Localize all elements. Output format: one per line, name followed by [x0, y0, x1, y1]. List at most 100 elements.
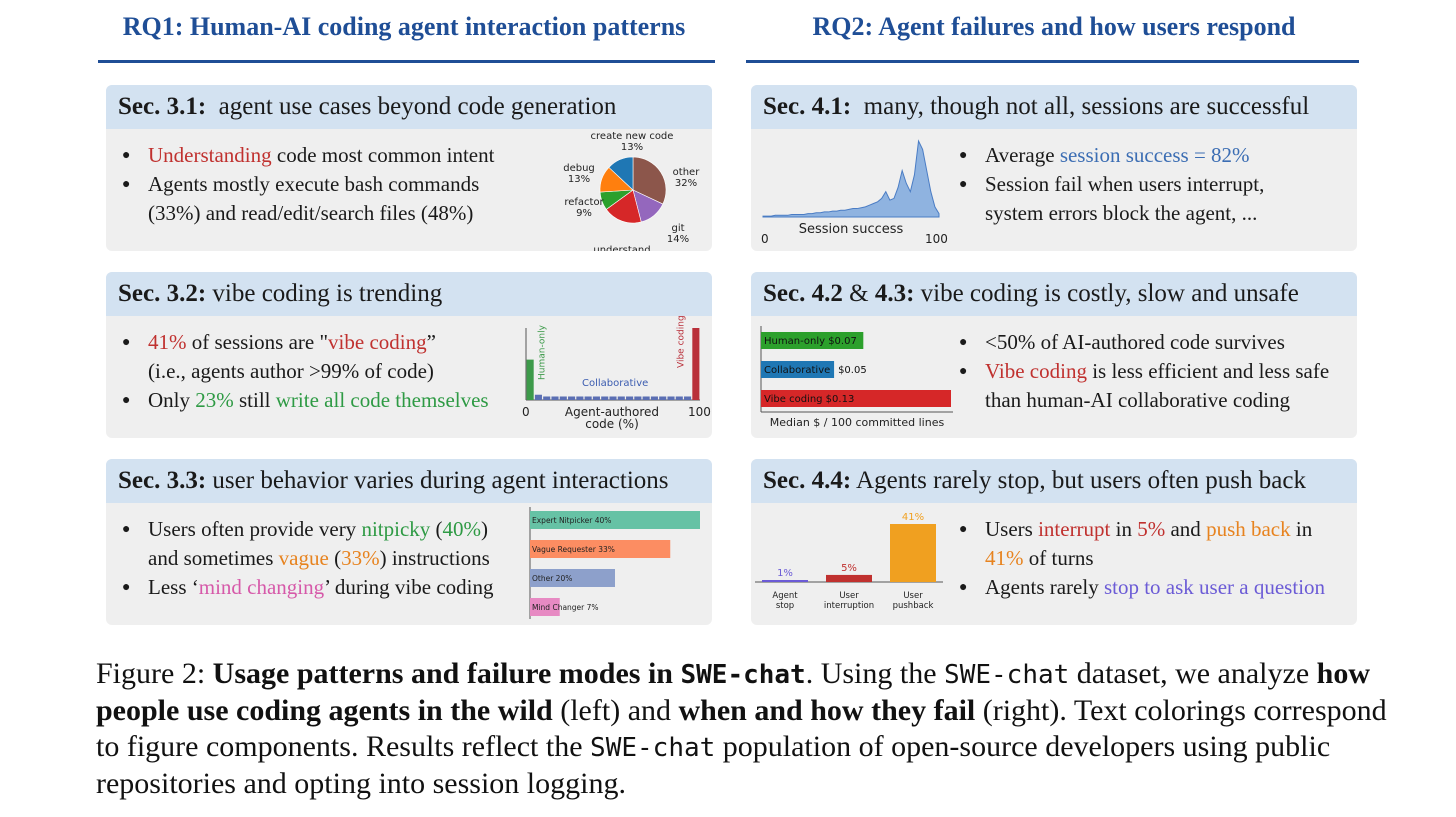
bullet-item: <50% of AI-authored code survives [959, 328, 1329, 357]
cost-bar-label: Human-only $0.07 [764, 336, 857, 347]
turn-bar-pct: 1% [777, 568, 793, 579]
hist-bar [659, 396, 667, 400]
cost-bar-value: $0.05 [838, 365, 867, 376]
bullet-continuation: system errors block the agent, ... [985, 201, 1258, 225]
rq1-title: RQ1: Human-AI coding agent interaction p… [122, 12, 686, 41]
behavior-bar-label: Mind Changer 7% [532, 603, 599, 612]
bullet-list: Users interrupt in 5% and push back in 4… [959, 515, 1325, 602]
figure-caption: Figure 2: Usage patterns and failure mod… [96, 657, 1387, 800]
rq1-rule [98, 60, 715, 63]
hist-label-human: Human-only [537, 324, 547, 380]
pie-pct: 14% [667, 234, 689, 245]
cost-bar [761, 332, 864, 349]
hist-bar [675, 396, 683, 400]
hist-bar [617, 396, 625, 400]
hist-bar [592, 396, 600, 400]
bullet-list: <50% of AI-authored code survives Vibe c… [959, 328, 1329, 415]
turn-bar-label-1: User [839, 591, 859, 601]
behavior-bar-label: Vague Requester 33% [532, 545, 615, 554]
x-max: 100 [925, 232, 948, 246]
x-label: Median $ / 100 committed lines [770, 416, 945, 429]
stop-pushback-bar-chart: 1%Agentstop5%Userinterruption41%Userpush… [755, 512, 943, 611]
behavior-bar [530, 540, 671, 558]
behavior-bar [530, 569, 615, 587]
bullet-item: Agents rarely stop to ask user a questio… [959, 573, 1325, 602]
panel-header: Sec. 3.3: user behavior varies during ag… [106, 459, 712, 503]
pie-pct: 32% [675, 178, 697, 189]
pie-pct: 13% [568, 174, 590, 185]
panel-sec-3-1: Sec. 3.1: agent use cases beyond code ge… [106, 85, 712, 251]
bullet-item: Understanding code most common intent [122, 141, 494, 170]
turn-bar [762, 580, 808, 582]
bullet-continuation: (33%) and read/edit/search files (48%) [148, 201, 474, 225]
panel-sec-4-1: Sec. 4.1: many, though not all, sessions… [751, 85, 1357, 251]
turn-bar-label-1: Agent [772, 591, 798, 601]
pie-label: debug [563, 163, 595, 174]
turn-bar-pct: 41% [902, 512, 924, 523]
bullet-item: Agents mostly execute bash commands [122, 170, 494, 199]
hist-bar [626, 396, 634, 400]
vibe-histogram: Human-only Collaborative Vibe coding 0 100 Ag… [522, 316, 711, 431]
user-behavior-bar-chart: Expert Nitpicker 40% Vague Requester 33% O… [529, 507, 700, 619]
cost-bar [761, 361, 835, 378]
bullet-item: Users interrupt in 5% and push back in [959, 515, 1325, 544]
intent-pie-chart: other32%git14%understand19%refactor9%deb… [563, 131, 701, 251]
panel-sec-4-2-4-3: Sec. 4.2 & 4.3: vibe coding is costly, s… [751, 272, 1357, 438]
hist-bar [576, 396, 584, 400]
pie-slice-create-new-code [608, 156, 634, 191]
bullet-item: Only 23% still write all code themselves [122, 386, 489, 415]
hist-label-vibe: Vibe coding [677, 316, 687, 368]
hist-bar [601, 396, 609, 400]
hist-bar [642, 396, 650, 400]
x-label: Session success [799, 222, 904, 237]
cost-bar-label: Collaborative [764, 365, 830, 376]
panel-header: Sec. 4.4: Agents rarely stop, but users … [751, 459, 1357, 503]
behavior-bar-label: Other 20% [532, 574, 572, 583]
panel-sec-4-4: Sec. 4.4: Agents rarely stop, but users … [751, 459, 1357, 625]
pie-label: other [673, 167, 701, 178]
density-area [762, 139, 940, 218]
bullet-continuation: (i.e., agents author >99% of code) [148, 359, 434, 383]
pie-slice-understand [605, 189, 642, 224]
panel-header: Sec. 4.1: many, though not all, sessions… [751, 85, 1357, 129]
hist-bar [534, 394, 542, 400]
bullet-list: Users often provide very nitpicky (40%) … [122, 515, 493, 602]
hist-bar [526, 359, 534, 400]
pie-slice-other [632, 156, 667, 205]
bullet-item: Average session success = 82% [959, 141, 1264, 170]
x-min: 0 [522, 405, 530, 419]
hist-bar [667, 396, 675, 400]
behavior-bar [530, 598, 560, 616]
bullet-list: Average session success = 82% Session fa… [959, 141, 1264, 228]
pie-pct: 9% [576, 208, 592, 219]
turn-bar [890, 524, 936, 582]
turn-bar-label-2: pushback [893, 601, 934, 611]
panel-sec-3-3: Sec. 3.3: user behavior varies during ag… [106, 459, 712, 625]
turn-bar-pct: 5% [841, 563, 857, 574]
behavior-bar [530, 511, 700, 529]
turn-bar-label-2: interruption [824, 601, 874, 611]
x-min: 0 [761, 232, 769, 246]
pie-label: create new code [591, 131, 674, 142]
session-success-density: Session success 0 100 [761, 139, 948, 246]
hist-bar [634, 396, 642, 400]
hist-bar [551, 396, 559, 400]
hist-bar [650, 396, 658, 400]
bullet-continuation: than human-AI collaborative coding [985, 388, 1290, 412]
bullet-continuation: 41% of turns [985, 546, 1094, 570]
hist-bar [609, 396, 617, 400]
hist-bar [684, 396, 692, 400]
x-label-1: Agent-authored [565, 405, 659, 419]
x-label-2: code (%) [585, 417, 639, 431]
bullet-item: Less ‘mind changing’ during vibe coding [122, 573, 493, 602]
turn-bar-label-1: User [903, 591, 923, 601]
pie-label: git [671, 223, 684, 234]
x-max: 100 [688, 405, 711, 419]
panel-sec-3-2: Sec. 3.2: vibe coding is trending 41% of… [106, 272, 712, 438]
hist-label-collab: Collaborative [582, 378, 648, 389]
bullet-item: Users often provide very nitpicky (40%) [122, 515, 493, 544]
hist-bar [559, 396, 567, 400]
behavior-bar-label: Expert Nitpicker 40% [532, 516, 611, 525]
cost-bar-chart: Human-only $0.07 Collaborative $0.05 Vibe c… [760, 326, 953, 429]
bullet-item: Session fail when users interrupt, [959, 170, 1264, 199]
